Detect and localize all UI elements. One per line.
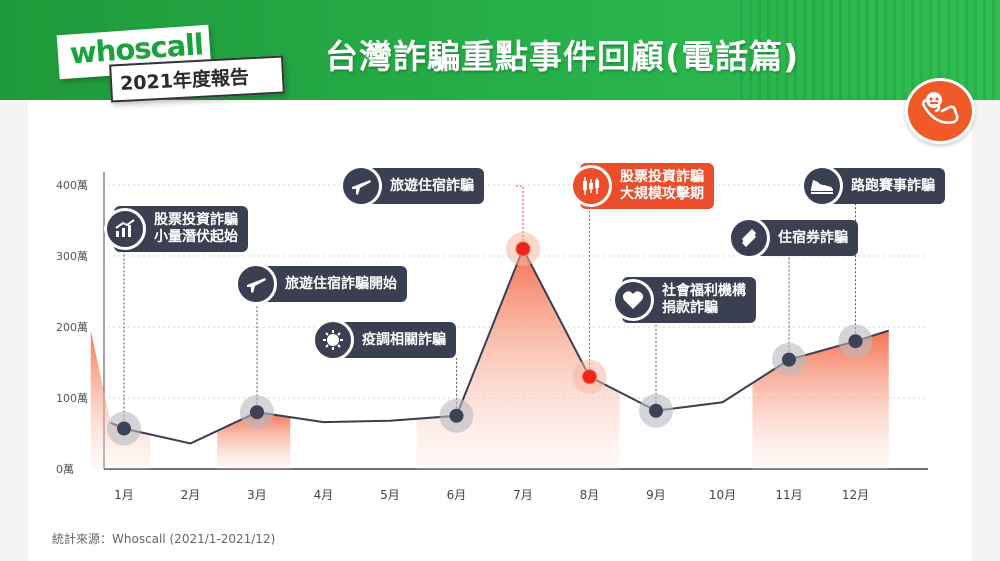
annotation-callout: 路跑賽事詐騙: [801, 165, 945, 207]
candlestick-icon: [570, 165, 612, 207]
annotation-line: 住宿券詐騙: [778, 229, 848, 246]
annotation-text: 旅遊住宿詐騙: [350, 178, 484, 195]
annotation-callout: 疫調相關詐騙: [312, 319, 456, 361]
annotation-line: 社會福利機構: [662, 283, 746, 299]
y-tick-label: 300萬: [56, 250, 88, 263]
report-label: 2021年度報告: [119, 66, 250, 96]
line-chart: 0萬 100萬 200萬 300萬 400萬 1月 2月 3月 4月 5月 6月 7月 8月 9月 10月 1…: [56, 172, 928, 502]
virus-icon: [312, 319, 354, 361]
annotation-line: 股票投資詐騙: [620, 169, 704, 185]
x-tick-label: 5月: [380, 488, 400, 502]
x-tick-label: 3月: [247, 488, 267, 502]
phone-scam-icon: [905, 78, 975, 144]
x-tick-label: 6月: [447, 488, 467, 502]
annotation-callout: 社會福利機構 捐款詐騙: [612, 277, 756, 323]
x-tick-label: 9月: [646, 488, 666, 502]
annotation-line: 股票投資詐騙: [154, 212, 238, 228]
annotation-callout: 股票投資詐騙 小量潛伏起始: [104, 206, 248, 252]
data-point: [782, 352, 796, 367]
airplane-icon: [340, 165, 382, 207]
shaded-area: [90, 330, 151, 469]
source-note: 統計來源：Whoscall (2021/1-2021/12): [52, 532, 276, 546]
annotation-callout: 住宿券詐騙: [728, 217, 858, 259]
data-point: [848, 334, 863, 349]
shaded-area: [217, 412, 291, 469]
chart-up-icon: [104, 208, 146, 250]
y-tick-label: 100萬: [56, 392, 88, 405]
annotation-callout: 旅遊住宿詐騙: [340, 165, 484, 207]
annotation-line: 小量潛伏起始: [154, 229, 238, 245]
data-point: [117, 421, 131, 436]
annotation-text: 住宿券詐騙: [738, 230, 858, 247]
y-tick-label: 400萬: [56, 179, 88, 192]
annotation-text: 旅遊住宿詐騙開始: [245, 276, 407, 293]
y-tick-label: 0萬: [56, 463, 74, 476]
x-tick-label: 11月: [775, 488, 802, 502]
x-tick-label: 2月: [181, 488, 201, 502]
annotation-line: 疫調相關詐騙: [362, 331, 446, 348]
annotation-callout: 股票投資詐騙 大規模攻擊期: [570, 163, 714, 209]
annotation-text: 路跑賽事詐騙: [811, 178, 945, 195]
annotation-line: 捐款詐騙: [662, 300, 718, 316]
annotation-line: 旅遊住宿詐騙開始: [285, 275, 397, 292]
heart-icon: [612, 279, 654, 321]
data-point: [250, 405, 264, 420]
annotation-line: 旅遊住宿詐騙: [390, 177, 474, 194]
leader-line: [515, 185, 524, 249]
annotation-text: 股票投資詐騙 小量潛伏起始: [114, 212, 248, 246]
shoe-icon: [801, 165, 843, 207]
page-title: 台灣詐騙重點事件回顧(電話篇): [325, 37, 800, 76]
annotation-line: 路跑賽事詐騙: [851, 177, 935, 194]
x-tick-label: 10月: [709, 488, 736, 502]
data-point: [449, 408, 464, 423]
annotation-text: 社會福利機構 捐款詐騙: [622, 283, 756, 317]
y-tick-label: 200萬: [56, 321, 88, 334]
annotation-callout: 旅遊住宿詐騙開始: [235, 263, 407, 305]
x-tick-label: 1月: [114, 488, 134, 502]
x-tick-label: 4月: [314, 488, 334, 502]
annotation-line: 大規模攻擊期: [620, 186, 704, 202]
data-point: [649, 403, 663, 418]
ticket-icon: [728, 217, 770, 259]
x-tick-label: 8月: [580, 488, 600, 502]
annotation-text: 疫調相關詐騙: [322, 332, 456, 349]
data-point: [515, 241, 531, 257]
chart-panel: 0萬 100萬 200萬 300萬 400萬 1月 2月 3月 4月 5月 6月 7月 8月 9月 10月 1…: [28, 100, 972, 561]
airplane-icon: [235, 263, 277, 305]
x-tick-label: 7月: [513, 488, 533, 502]
annotation-text: 股票投資詐騙 大規模攻擊期: [580, 169, 714, 203]
data-point: [582, 369, 597, 385]
x-tick-label: 12月: [842, 488, 869, 502]
